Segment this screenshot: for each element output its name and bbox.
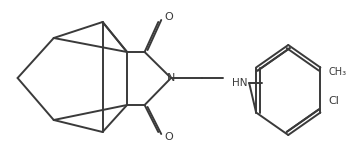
Text: O: O	[164, 132, 173, 142]
Text: CH₃: CH₃	[328, 68, 346, 78]
Text: O: O	[164, 12, 173, 22]
Text: HN: HN	[232, 78, 247, 88]
Text: Cl: Cl	[328, 95, 339, 105]
Text: N: N	[167, 73, 175, 83]
